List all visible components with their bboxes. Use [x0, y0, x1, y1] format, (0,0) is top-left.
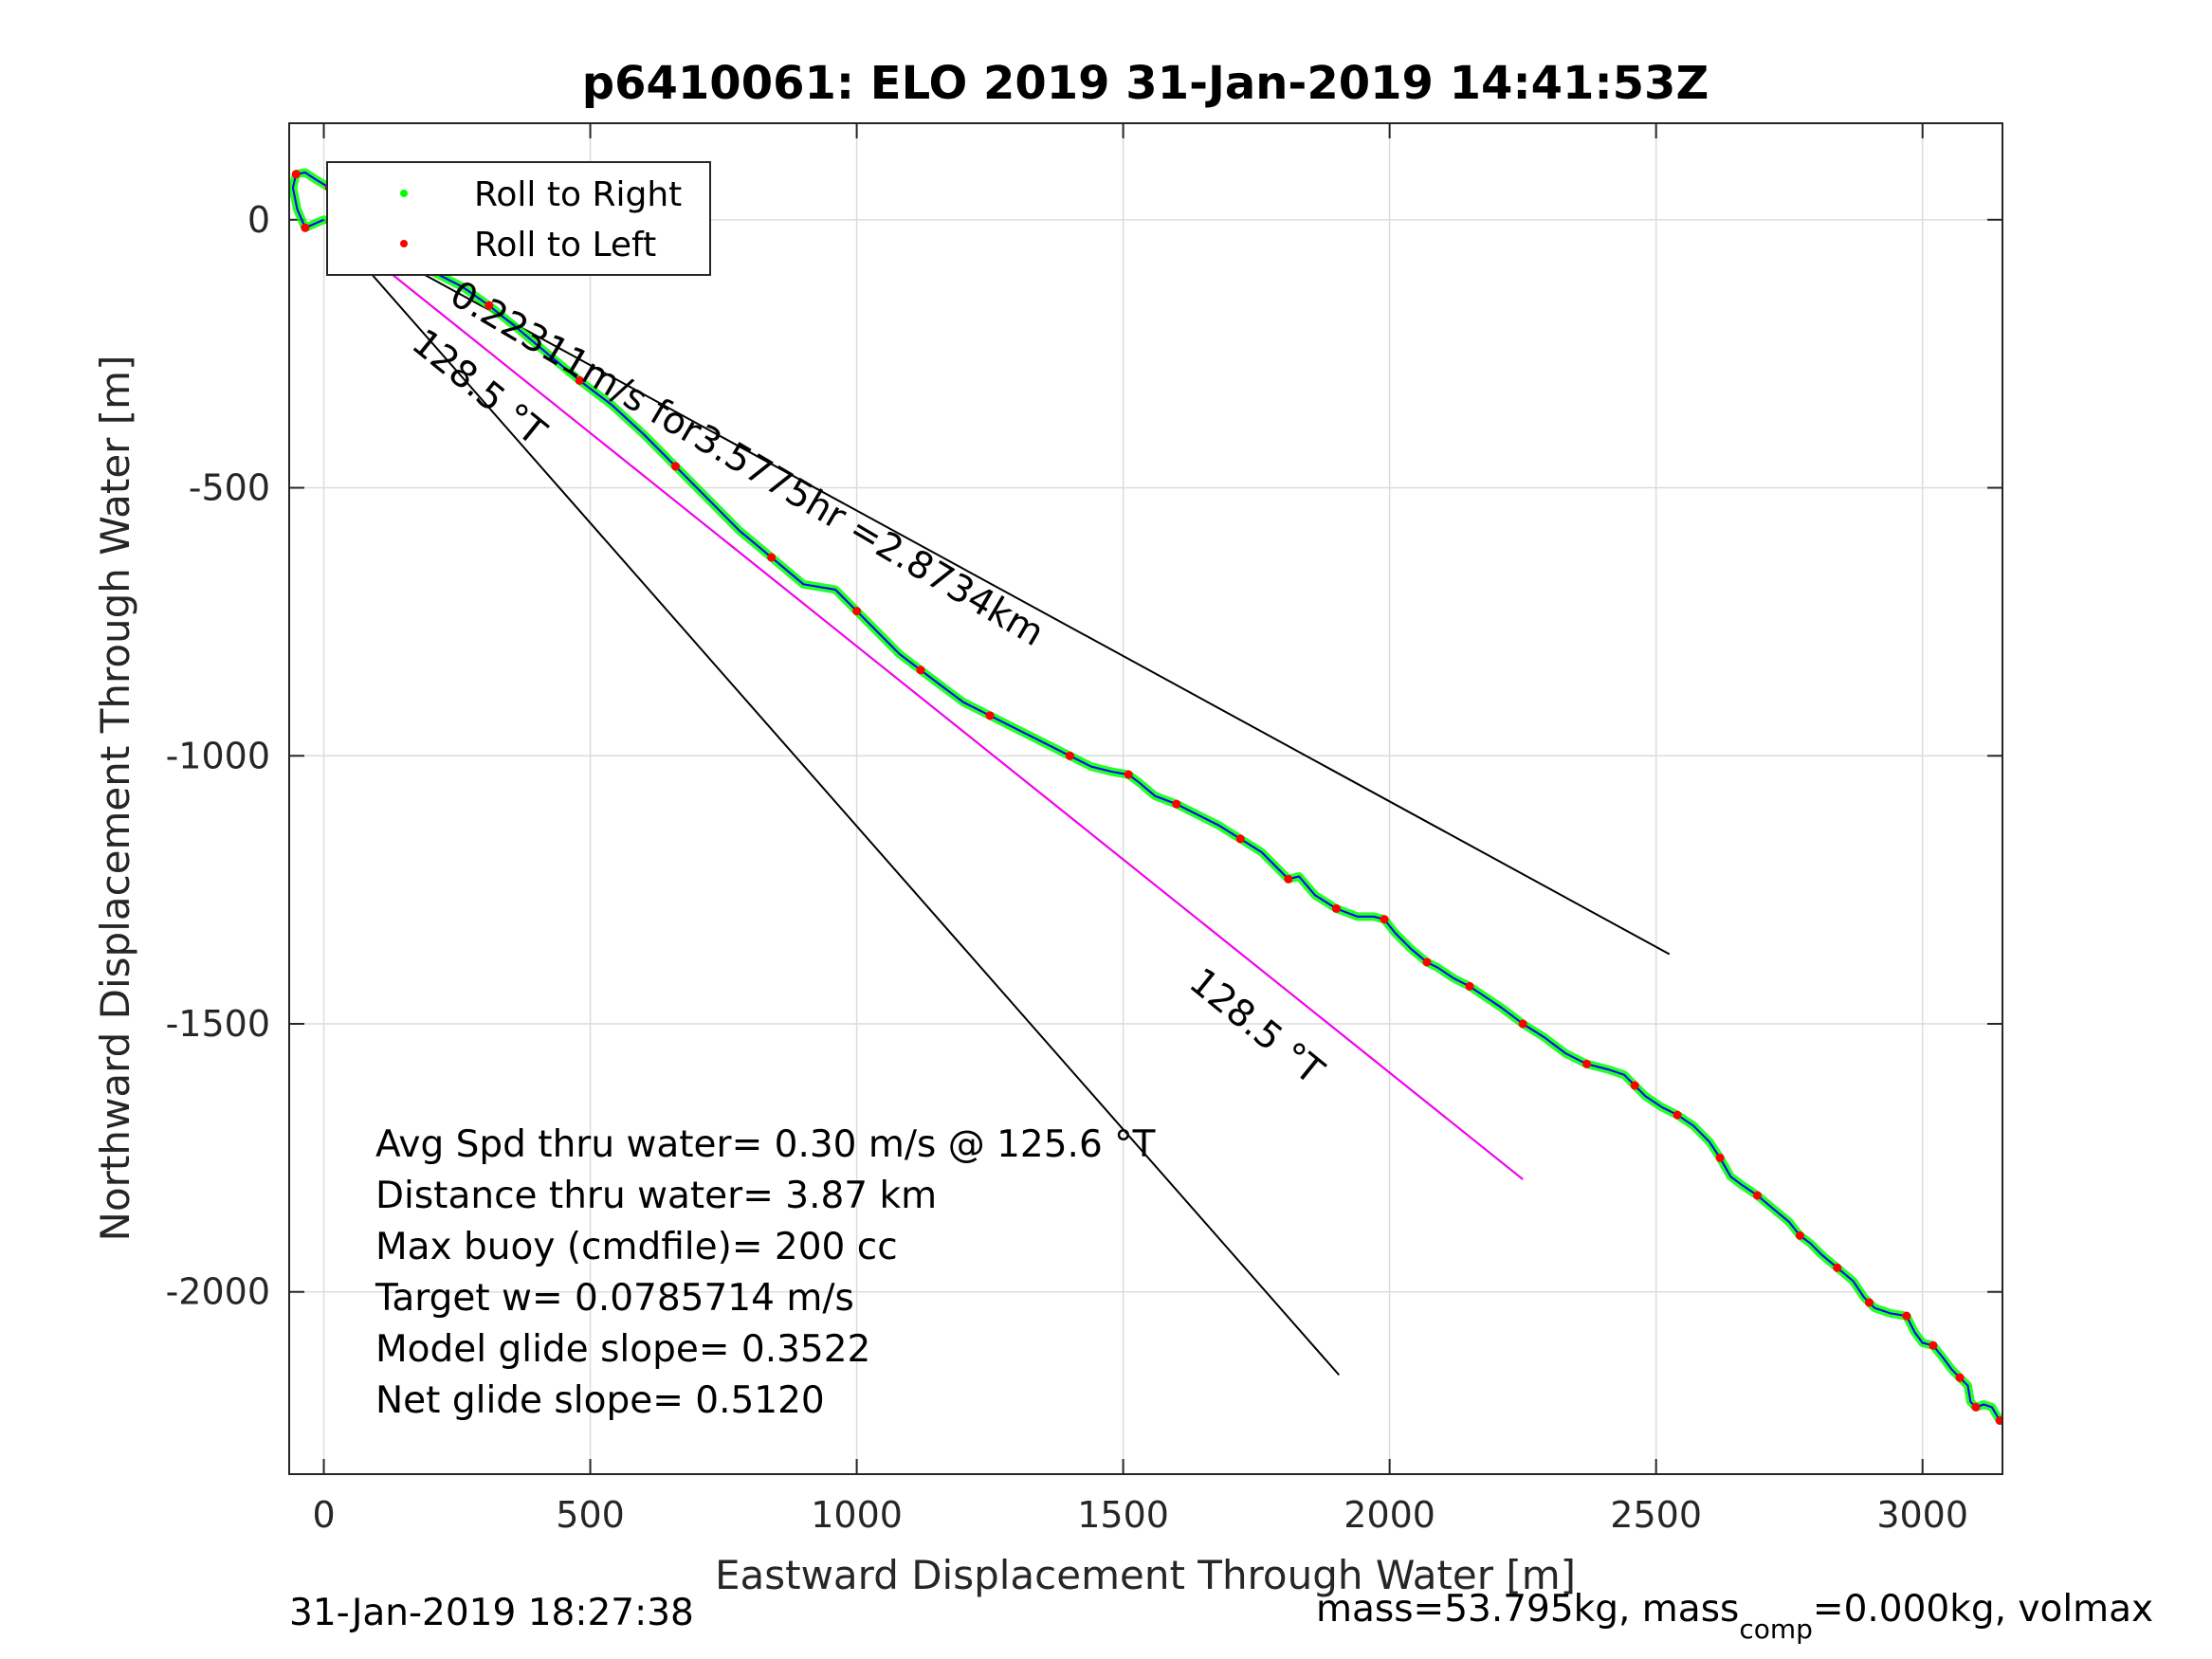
plot-background [289, 123, 2002, 1474]
roll-left-point [1902, 1311, 1911, 1321]
y-axis-label: Northward Displacement Through Water [m] [92, 356, 138, 1242]
y-tick-label: 0 [247, 199, 270, 241]
y-tick-label: -1000 [166, 735, 270, 776]
roll-left-point [670, 462, 680, 471]
roll-left-point [1630, 1081, 1639, 1090]
stats-block: Avg Spd thru water= 0.30 m/s @ 125.6 °T … [375, 1123, 1156, 1422]
roll-left-point [985, 711, 995, 720]
chart-title: p6410061: ELO 2019 31-Jan-2019 14:41:53Z [582, 57, 1709, 110]
roll-left-point [852, 607, 862, 616]
roll-left-point [1422, 957, 1432, 967]
legend: Roll to Right Roll to Left [326, 161, 711, 276]
reference-line [322, 219, 1340, 1376]
x-tick-labels: 0 500 1000 1500 2000 2500 3000 [312, 1494, 1968, 1536]
x-tick-label: 2500 [1610, 1494, 1702, 1536]
reference-line [323, 218, 1671, 956]
x-tick-label: 0 [312, 1494, 335, 1536]
footer-mass-suffix: =0.000kg, volmax [1813, 1588, 2153, 1631]
x-tick-label: 3000 [1876, 1494, 1968, 1536]
stat-model-glide-slope: Model glide slope= 0.3522 [375, 1328, 870, 1371]
roll-left-point [1995, 1415, 2002, 1425]
x-tick-label: 500 [556, 1494, 625, 1536]
roll-left-point [1673, 1110, 1682, 1120]
roll-left-point [1833, 1263, 1842, 1272]
footer-mass-subscript: comp [1739, 1613, 1813, 1645]
y-tick-label: -2000 [166, 1271, 270, 1313]
roll-left-point [484, 301, 494, 310]
roll-left-point [1065, 751, 1074, 760]
roll-left-point [1284, 874, 1293, 884]
roll-left-point [916, 665, 925, 675]
y-tick-label: -1500 [166, 1003, 270, 1045]
axis-ticks [289, 123, 2002, 1474]
y-tick-label: -500 [189, 467, 270, 509]
roll-left-point [575, 375, 584, 385]
roll-left-point [1331, 903, 1341, 913]
reference-lines [322, 218, 1671, 1376]
roll-left-point [1380, 915, 1389, 924]
roll-left-point [301, 223, 310, 232]
x-tick-label: 1000 [811, 1494, 903, 1536]
roll-left-point [1235, 834, 1245, 844]
stat-net-glide-slope: Net glide slope= 0.5120 [375, 1379, 825, 1422]
x-axis-label: Eastward Displacement Through Water [m] [715, 1552, 1576, 1598]
footer-mass-prefix: mass=53.795kg, mass [1316, 1588, 1739, 1631]
legend-entry-roll-right: Roll to Right [474, 175, 682, 214]
x-tick-label: 1500 [1077, 1494, 1169, 1536]
roll-left-point [1518, 1019, 1527, 1029]
roll-left-point [1971, 1402, 1981, 1412]
y-tick-labels: 0 -500 -1000 -1500 -2000 [166, 199, 270, 1313]
reference-line [322, 219, 1524, 1180]
roll-left-point [1715, 1153, 1725, 1162]
legend-marker-roll-left [400, 240, 408, 247]
roll-left-point [1929, 1340, 1938, 1350]
stat-distance: Distance thru water= 3.87 km [375, 1175, 937, 1217]
legend-box [326, 161, 711, 276]
roll-left-point [1465, 981, 1474, 991]
x-tick-label: 2000 [1344, 1494, 1435, 1536]
legend-entry-roll-left: Roll to Left [474, 226, 656, 264]
track-group [289, 168, 2002, 1425]
roll-left-point [767, 553, 777, 562]
stat-avg-speed: Avg Spd thru water= 0.30 m/s @ 125.6 °T [375, 1123, 1156, 1166]
roll-left-point [1124, 770, 1133, 779]
stat-max-buoy: Max buoy (cmdfile)= 200 cc [375, 1226, 898, 1268]
roll-left-point [291, 170, 301, 179]
roll-left-point [1752, 1191, 1762, 1200]
track-line [291, 172, 2002, 1422]
roll-left-point [1172, 799, 1181, 809]
roll-left-point [1582, 1059, 1592, 1068]
roll-left-point [1955, 1373, 1965, 1382]
stat-target-w: Target w= 0.0785714 m/s [375, 1277, 854, 1320]
legend-marker-roll-right [400, 190, 408, 197]
roll-left-point [1795, 1231, 1804, 1240]
plot-frame [288, 122, 2003, 1475]
footer-mass-info: mass=53.795kg, masscomp=0.000kg, volmax [1316, 1588, 2153, 1645]
roll-left-point [1864, 1298, 1874, 1307]
footer-timestamp: 31-Jan-2019 18:27:38 [289, 1592, 694, 1634]
